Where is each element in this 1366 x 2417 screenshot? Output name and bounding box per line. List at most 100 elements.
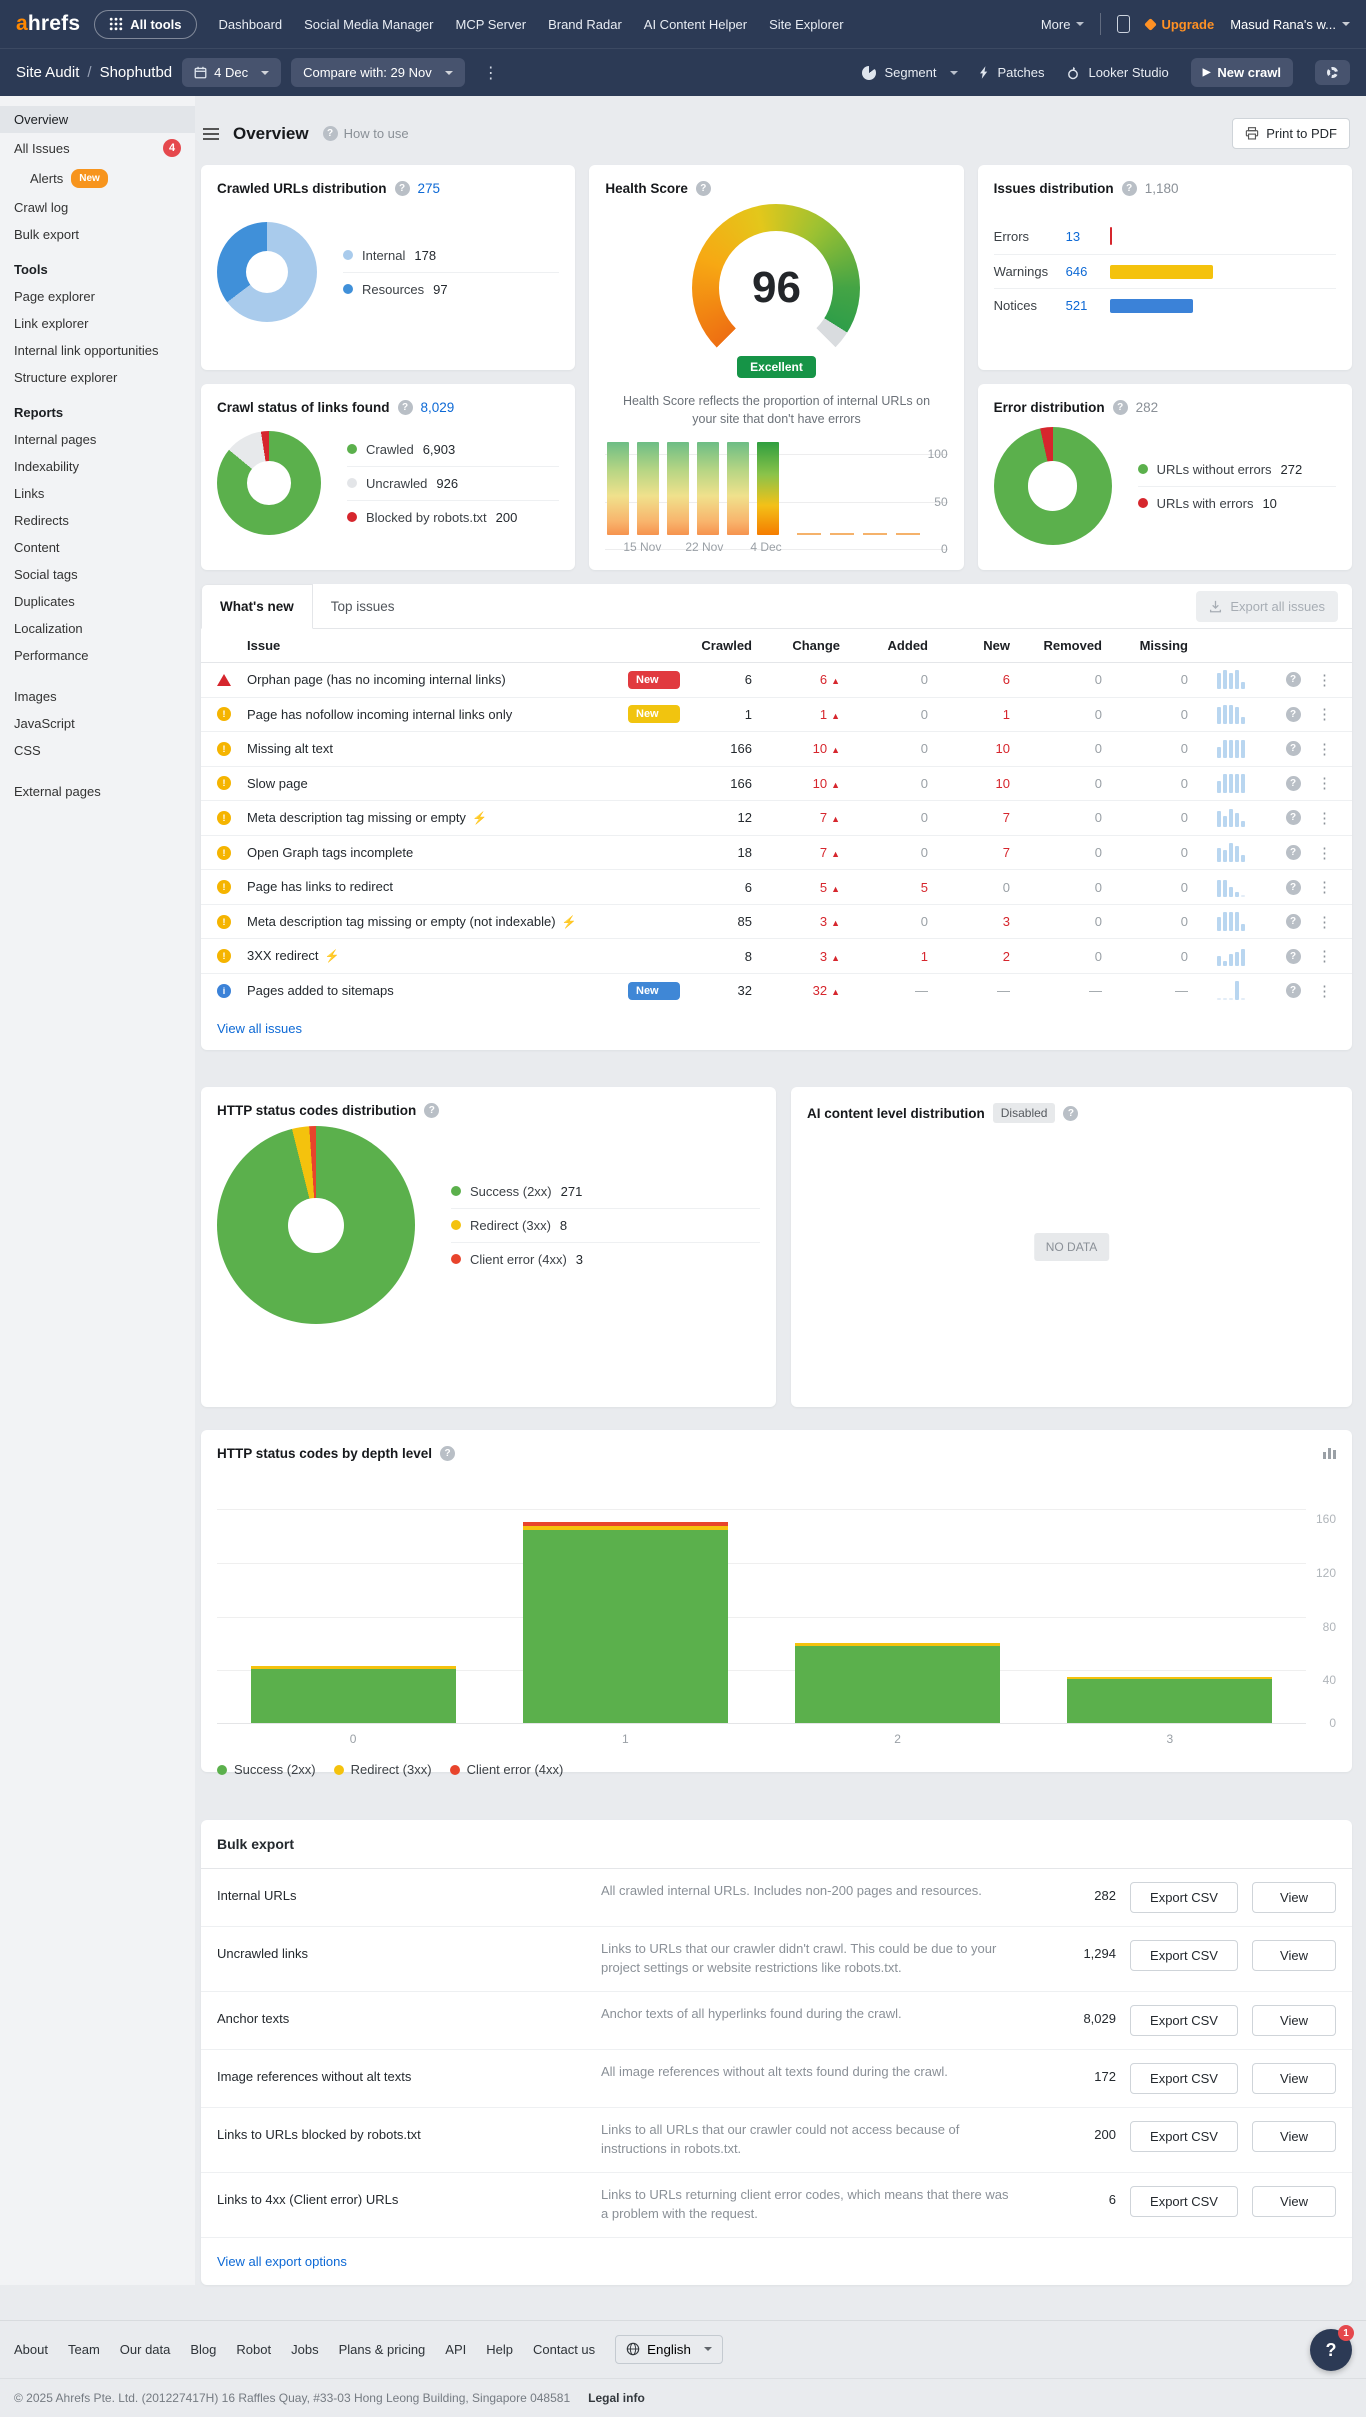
issue-link[interactable]: 3XX redirect bbox=[247, 948, 319, 964]
help-icon[interactable]: ? bbox=[695, 181, 711, 196]
help-icon[interactable]: ? bbox=[1285, 914, 1301, 930]
col-change[interactable]: Change bbox=[792, 638, 840, 653]
legend-item-redirect[interactable]: Redirect (3xx) 8 bbox=[451, 1209, 760, 1243]
tab-whats-new[interactable]: What's new bbox=[201, 584, 313, 629]
sidebar-item-overview[interactable]: Overview bbox=[0, 106, 195, 133]
view-button[interactable]: View bbox=[1252, 2185, 1336, 2217]
sidebar-item-crawl-log[interactable]: Crawl log bbox=[0, 194, 195, 221]
nav-social-media-manager[interactable]: Social Media Manager bbox=[304, 16, 434, 32]
help-icon[interactable]: ? bbox=[394, 181, 410, 196]
help-icon[interactable]: ? bbox=[1285, 879, 1301, 895]
more-menu[interactable]: More bbox=[1041, 17, 1085, 32]
sidebar-item-performance[interactable]: Performance bbox=[0, 642, 195, 669]
sidebar-item-images[interactable]: Images bbox=[0, 683, 195, 710]
crawled-urls-donut-chart[interactable] bbox=[217, 222, 317, 322]
sidebar-item-redirects[interactable]: Redirects bbox=[0, 507, 195, 534]
legend-item-success[interactable]: Success (2xx) 271 bbox=[451, 1175, 760, 1209]
help-icon[interactable]: ? bbox=[1285, 948, 1301, 964]
legend-item-no-errors[interactable]: URLs without errors 272 bbox=[1137, 453, 1336, 487]
upgrade-link[interactable]: Upgrade bbox=[1144, 17, 1214, 32]
export-csv-button[interactable]: Export CSV bbox=[1130, 2063, 1238, 2095]
legend-item-client-error[interactable]: Client error (4xx) 3 bbox=[451, 1243, 760, 1276]
col-added[interactable]: Added bbox=[887, 638, 928, 653]
issue-link[interactable]: Meta description tag missing or empty (n… bbox=[247, 913, 556, 929]
help-icon[interactable]: ? bbox=[440, 1446, 456, 1462]
footer-contact-us[interactable]: Contact us bbox=[533, 2341, 596, 2357]
chart-type-icon[interactable] bbox=[1323, 1448, 1336, 1460]
export-csv-button[interactable]: Export CSV bbox=[1130, 2121, 1238, 2153]
notices-count-link[interactable]: 521 bbox=[1065, 298, 1088, 313]
footer-our-data[interactable]: Our data bbox=[119, 2341, 171, 2357]
legend-item-uncrawled[interactable]: Uncrawled 926 bbox=[347, 467, 560, 501]
export-all-issues-button[interactable]: Export all issues bbox=[1196, 590, 1338, 622]
help-icon[interactable]: ? bbox=[1285, 741, 1301, 757]
errors-count-link[interactable]: 13 bbox=[1065, 228, 1081, 244]
export-csv-button[interactable]: Export CSV bbox=[1130, 1940, 1238, 1972]
legend-item-internal[interactable]: Internal 178 bbox=[343, 239, 560, 273]
col-issue[interactable]: Issue bbox=[247, 638, 281, 653]
sidebar-item-all-issues[interactable]: All Issues 4 bbox=[0, 133, 195, 163]
sidebar-item-links[interactable]: Links bbox=[0, 480, 195, 507]
depth-bar[interactable] bbox=[1067, 1509, 1273, 1724]
legend-item-with-errors[interactable]: URLs with errors 10 bbox=[1137, 487, 1336, 520]
help-icon[interactable]: ? bbox=[1285, 775, 1301, 791]
nav-site-explorer[interactable]: Site Explorer bbox=[769, 16, 844, 32]
sidebar-item-bulk-export[interactable]: Bulk export bbox=[0, 221, 195, 248]
warnings-count-link[interactable]: 646 bbox=[1065, 264, 1088, 279]
sidebar-item-javascript[interactable]: JavaScript bbox=[0, 710, 195, 737]
export-csv-button[interactable]: Export CSV bbox=[1130, 2185, 1238, 2217]
row-kebab-menu[interactable]: ⋮ bbox=[1317, 740, 1333, 758]
footer-robot[interactable]: Robot bbox=[236, 2341, 272, 2357]
col-missing[interactable]: Missing bbox=[1139, 638, 1188, 653]
view-button[interactable]: View bbox=[1252, 2063, 1336, 2095]
breadcrumb-project[interactable]: Shophutbd bbox=[99, 64, 173, 81]
row-kebab-menu[interactable]: ⋮ bbox=[1317, 982, 1333, 1000]
ahrefs-logo[interactable]: ahrefs bbox=[16, 12, 80, 36]
all-tools-button[interactable]: All tools bbox=[94, 9, 197, 39]
looker-studio-link[interactable]: Looker Studio bbox=[1066, 65, 1169, 80]
crawled-total-link[interactable]: 275 bbox=[417, 181, 441, 196]
sidebar-item-duplicates[interactable]: Duplicates bbox=[0, 588, 195, 615]
nav-dashboard[interactable]: Dashboard bbox=[218, 16, 283, 32]
sidebar-item-link-explorer[interactable]: Link explorer bbox=[0, 310, 195, 337]
footer-team[interactable]: Team bbox=[67, 2341, 100, 2357]
legend-item-crawled[interactable]: Crawled 6,903 bbox=[347, 433, 560, 467]
help-icon[interactable]: ? bbox=[424, 1103, 440, 1119]
issue-link[interactable]: Pages added to sitemaps bbox=[247, 982, 394, 998]
row-kebab-menu[interactable]: ⋮ bbox=[1317, 671, 1333, 689]
help-icon[interactable]: ? bbox=[1112, 400, 1128, 415]
help-icon[interactable]: ? bbox=[1063, 1105, 1079, 1121]
help-chat-button[interactable]: ? 1 bbox=[1310, 2325, 1354, 2371]
legend-item-client-error[interactable]: Client error (4xx) bbox=[449, 1762, 563, 1777]
nav-ai-content-helper[interactable]: AI Content Helper bbox=[643, 16, 748, 32]
print-to-pdf-button[interactable]: Print to PDF bbox=[1232, 118, 1350, 149]
segment-menu[interactable]: Segment bbox=[862, 65, 959, 80]
legend-item-redirect[interactable]: Redirect (3xx) bbox=[333, 1762, 432, 1777]
col-removed[interactable]: Removed bbox=[1043, 638, 1102, 653]
crawl-status-donut-chart[interactable] bbox=[217, 431, 321, 535]
view-button[interactable]: View bbox=[1252, 2005, 1336, 2037]
sidebar-item-content[interactable]: Content bbox=[0, 534, 195, 561]
issue-link[interactable]: Page has links to redirect bbox=[247, 879, 393, 895]
row-kebab-menu[interactable]: ⋮ bbox=[1317, 844, 1333, 862]
toolbar-kebab-menu[interactable]: ⋮ bbox=[482, 64, 499, 82]
footer-help[interactable]: Help bbox=[486, 2341, 514, 2357]
date-picker-button[interactable]: 4 Dec bbox=[182, 58, 282, 87]
issue-link[interactable]: Orphan page (has no incoming internal li… bbox=[247, 672, 506, 687]
col-new[interactable]: New bbox=[983, 638, 1010, 653]
sidebar-item-internal-link-opportunities[interactable]: Internal link opportunities bbox=[0, 337, 195, 364]
issue-link[interactable]: Slow page bbox=[247, 775, 308, 791]
export-csv-button[interactable]: Export CSV bbox=[1130, 1882, 1238, 1914]
nav-mcp-server[interactable]: MCP Server bbox=[455, 16, 527, 32]
footer-about[interactable]: About bbox=[14, 2341, 48, 2357]
settings-button[interactable] bbox=[1315, 60, 1350, 85]
tab-top-issues[interactable]: Top issues bbox=[330, 598, 395, 614]
footer-api[interactable]: API bbox=[445, 2341, 467, 2357]
issue-link[interactable]: Meta description tag missing or empty bbox=[247, 810, 466, 826]
sidebar-item-alerts[interactable]: Alerts New bbox=[0, 163, 195, 194]
help-icon[interactable]: ? bbox=[1121, 181, 1137, 196]
help-icon[interactable]: ? bbox=[1285, 983, 1301, 999]
depth-bar[interactable] bbox=[250, 1509, 456, 1724]
hamburger-icon[interactable] bbox=[203, 127, 219, 140]
legend-item-success[interactable]: Success (2xx) bbox=[217, 1762, 316, 1777]
